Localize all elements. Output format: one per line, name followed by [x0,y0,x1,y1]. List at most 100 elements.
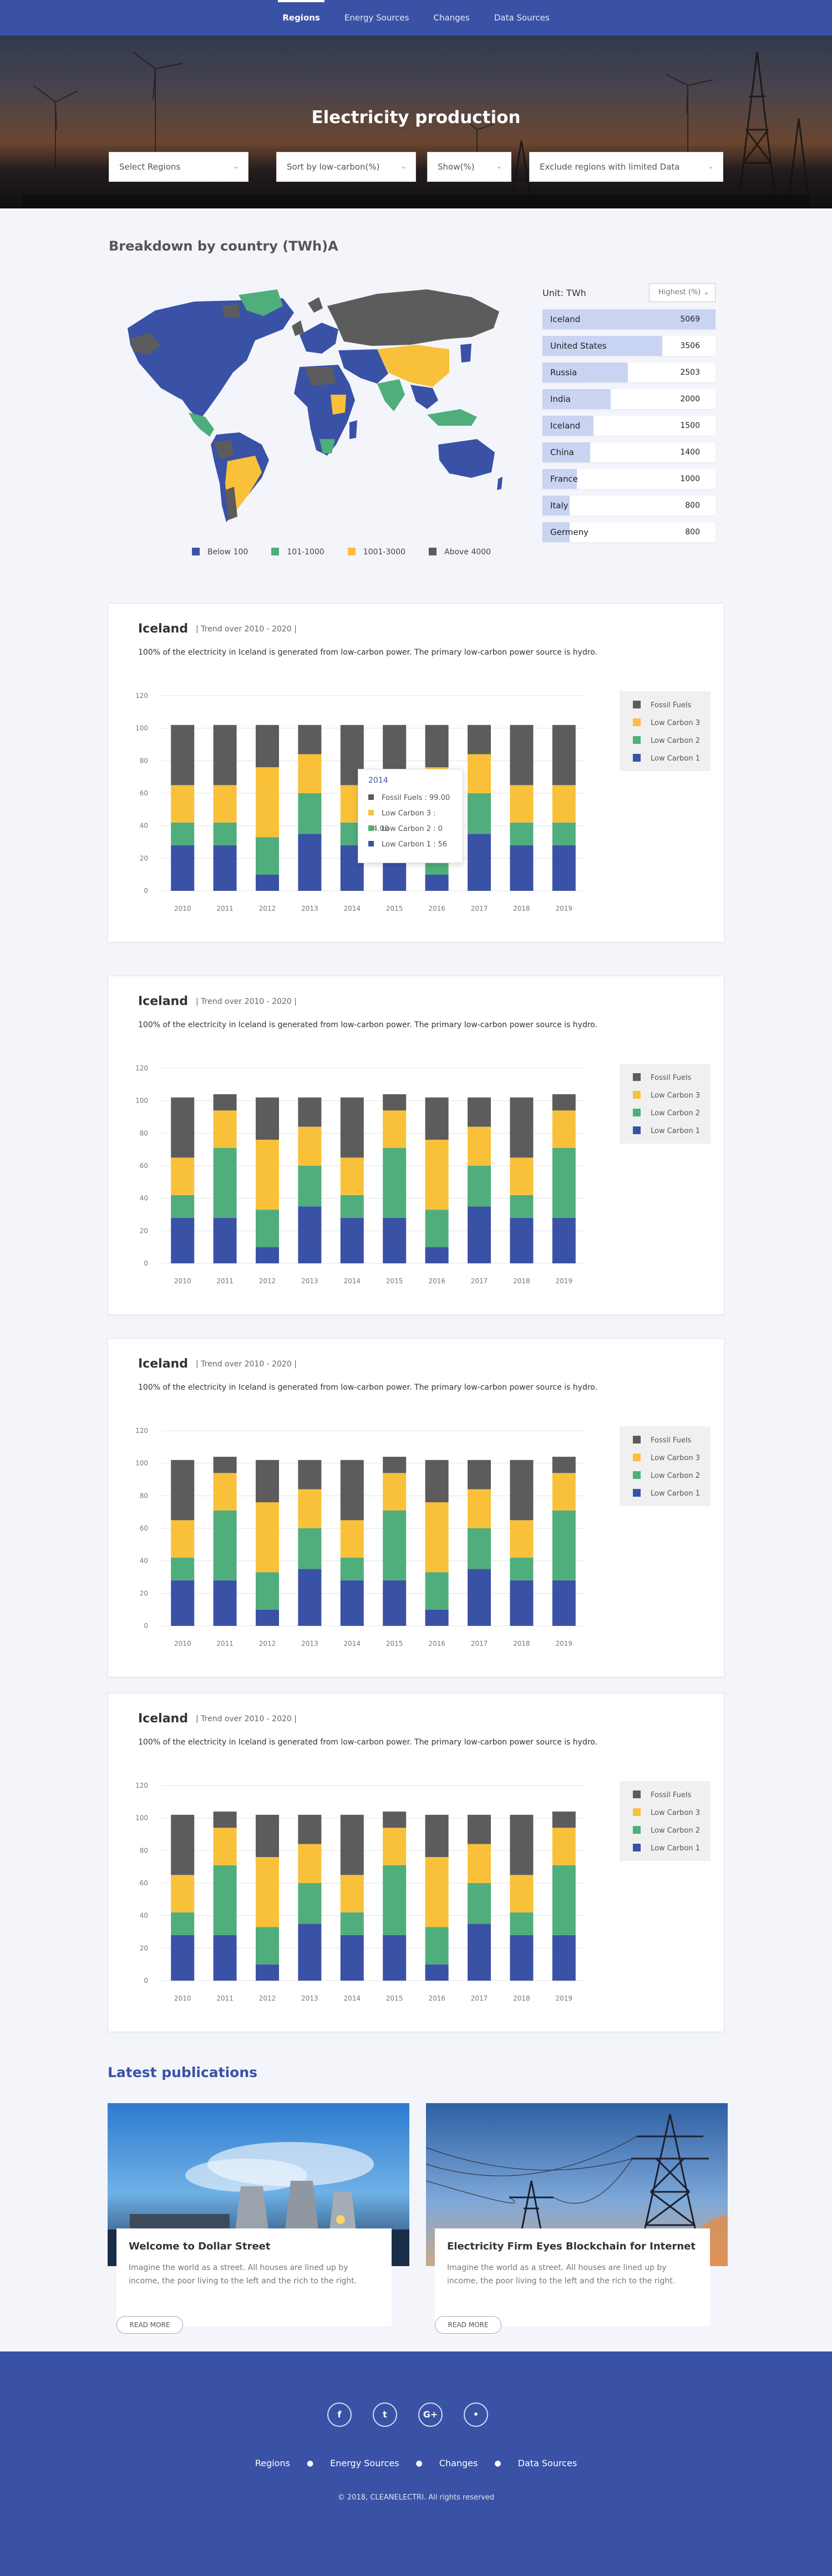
map-india[interactable] [377,379,405,411]
bar-segment[interactable] [552,1110,576,1148]
bar-segment[interactable] [340,1520,364,1558]
legend-item[interactable]: Low Carbon 3 [633,1807,711,1824]
legend-item[interactable]: Low Carbon 2 [633,1470,711,1487]
bar-segment[interactable] [213,1580,237,1626]
bar-segment[interactable] [213,845,237,891]
legend-item[interactable]: Fossil Fuels [633,699,711,717]
bar-segment[interactable] [213,1510,237,1580]
bar-segment[interactable] [510,1875,534,1912]
bar-segment[interactable] [256,1609,279,1626]
bar-segment[interactable] [256,1502,279,1573]
bar-segment[interactable] [298,754,322,793]
exclude-regions-dropdown[interactable]: Exclude regions with limited Data ⌄ [529,152,723,182]
bar-segment[interactable] [383,1828,407,1865]
bar-segment[interactable] [213,1935,237,1981]
bar-segment[interactable] [340,1157,364,1195]
bar-segment[interactable] [468,1814,491,1844]
footer-link-changes[interactable]: Changes [439,2458,478,2468]
bar-segment[interactable] [425,1964,449,1981]
bar-segment[interactable] [552,845,576,891]
map-madagascar[interactable] [349,420,357,439]
bar-segment[interactable] [383,1935,407,1981]
bar-segment[interactable] [552,1865,576,1935]
bar-segment[interactable] [383,1473,407,1511]
ranking-row[interactable]: Iceland 5069 [542,309,716,329]
legend-item[interactable]: Fossil Fuels [633,1434,711,1452]
ranking-row[interactable]: India 2000 [542,389,716,409]
bar-segment[interactable] [552,822,576,845]
bar-segment[interactable] [383,1510,407,1580]
sort-dropdown[interactable]: Sort by low-carbon(%) ⌄ [276,152,416,182]
legend-item[interactable]: Low Carbon 1 [633,1842,711,1860]
map-europe[interactable] [300,323,338,354]
bar-segment[interactable] [510,1157,534,1195]
bar-segment[interactable] [298,1844,322,1883]
bar-segment[interactable] [171,1097,195,1158]
map-north-america[interactable] [128,298,294,420]
bar-segment[interactable] [510,1814,534,1875]
bar-segment[interactable] [256,767,279,838]
bar-segment[interactable] [468,1569,491,1626]
more-icon[interactable]: • [464,2402,488,2427]
bar-segment[interactable] [256,1964,279,1981]
bar-segment[interactable] [171,785,195,823]
bar-segment[interactable] [510,1097,534,1158]
bar-segment[interactable] [340,1217,364,1263]
bar-segment[interactable] [468,1883,491,1924]
nav-changes[interactable]: Changes [433,13,470,23]
bar-segment[interactable] [298,1097,322,1127]
bar-segment[interactable] [340,1814,364,1875]
bar-segment[interactable] [298,793,322,834]
bar-segment[interactable] [510,822,534,845]
bar-segment[interactable] [298,1166,322,1207]
bar-segment[interactable] [213,1217,237,1263]
ranking-row[interactable]: Italy 800 [542,496,716,516]
ranking-row[interactable]: United States 3506 [542,336,716,356]
ranking-row[interactable]: Russia 2503 [542,363,716,382]
bar-segment[interactable] [256,1247,279,1263]
bar-segment[interactable] [171,1912,195,1935]
legend-item[interactable]: Low Carbon 1 [633,752,711,770]
map-australia[interactable] [438,439,495,478]
bar-segment[interactable] [468,1126,491,1166]
bar-segment[interactable] [510,1217,534,1263]
bar-segment[interactable] [340,1580,364,1626]
bar-segment[interactable] [256,1210,279,1247]
bar-segment[interactable] [425,1210,449,1247]
bar-segment[interactable] [340,1460,364,1521]
google-plus-icon[interactable]: G+ [418,2402,443,2427]
bar-segment[interactable] [213,1865,237,1935]
bar-segment[interactable] [510,1580,534,1626]
bar-segment[interactable] [171,1875,195,1912]
bar-segment[interactable] [298,1814,322,1844]
legend-item[interactable]: Low Carbon 3 [633,1089,711,1107]
bar-segment[interactable] [298,1569,322,1626]
map-new-zealand[interactable] [497,477,503,490]
bar-segment[interactable] [468,754,491,793]
bar-segment[interactable] [468,725,491,754]
bar-segment[interactable] [425,1857,449,1927]
bar-segment[interactable] [510,1557,534,1580]
map-russia[interactable] [327,289,499,346]
bar-segment[interactable] [510,845,534,891]
bar-segment[interactable] [171,725,195,785]
nav-energy-sources[interactable]: Energy Sources [344,13,409,23]
publication-card[interactable]: Welcome to Dollar Street Imagine the wor… [108,2103,409,2334]
bar-segment[interactable] [552,1510,576,1580]
bar-segment[interactable] [298,1528,322,1569]
legend-item[interactable]: Low Carbon 3 [633,1452,711,1470]
bar-segment[interactable] [171,1580,195,1626]
map-usa[interactable] [150,375,212,409]
publication-title[interactable]: Welcome to Dollar Street [129,2241,271,2252]
bar-segment[interactable] [552,725,576,785]
bar-segment[interactable] [468,1489,491,1528]
map-colombia[interactable] [214,440,234,459]
ranking-row[interactable]: Iceland 1500 [542,416,716,436]
bar-segment[interactable] [298,1489,322,1528]
map-chile[interactable] [225,487,237,520]
bar-segment[interactable] [383,1580,407,1626]
bar-segment[interactable] [340,1097,364,1158]
bar-segment[interactable] [383,1217,407,1263]
map-greenland-part[interactable] [239,289,283,316]
facebook-icon[interactable]: f [327,2402,352,2427]
